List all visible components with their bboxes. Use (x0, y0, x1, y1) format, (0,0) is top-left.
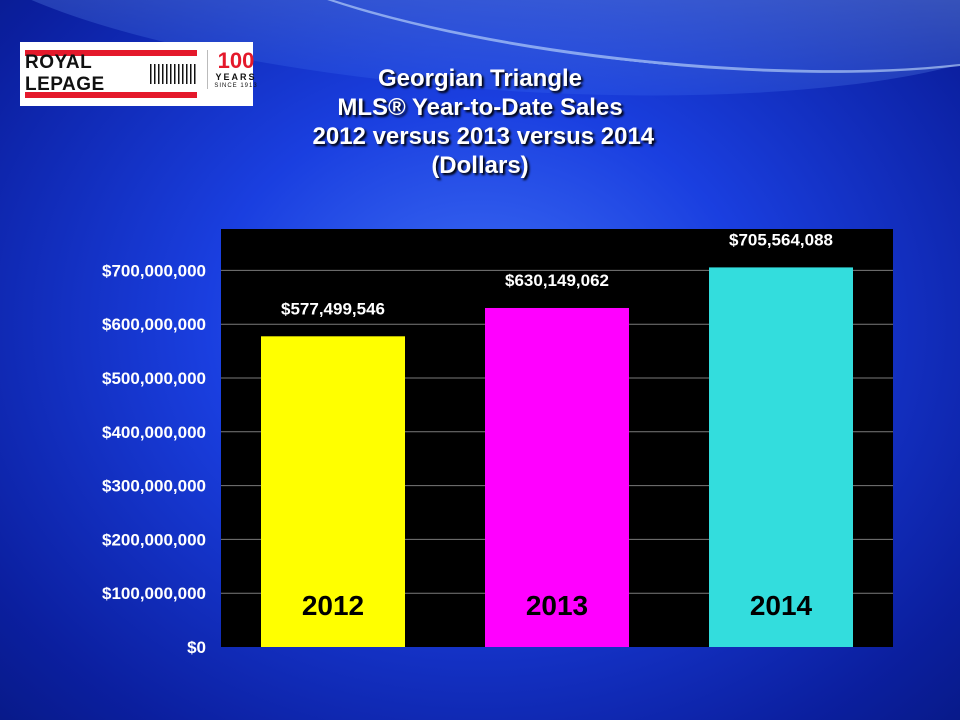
logo-wordmark: ROYAL LEPAGE (25, 50, 197, 98)
title-line-2: MLS® Year-to-Date Sales (337, 94, 623, 121)
title-line-4: (Dollars) (431, 152, 529, 179)
y-tick-label: $600,000,000 (102, 315, 206, 334)
anniversary-since: SINCE 1913 (214, 83, 258, 89)
logo-stripe-bottom (25, 92, 197, 98)
title-line-1: Georgian Triangle (377, 65, 583, 92)
royal-lepage-logo: ROYAL LEPAGE 100 YEARS SINCE 1913 (20, 42, 257, 106)
title-line-3: 2012 versus 2013 versus 2014 (305, 123, 655, 150)
chart-title: Georgian Triangle MLS® Year-to-Date Sale… (200, 64, 760, 180)
bar-2013 (485, 307, 629, 647)
data-label: $577,499,546 (281, 299, 385, 318)
y-tick-label: $500,000,000 (102, 369, 206, 388)
logo-brand-row: ROYAL LEPAGE (25, 52, 197, 95)
y-tick-label: $200,000,000 (102, 530, 206, 549)
y-tick-label: $0 (187, 638, 206, 657)
y-tick-label: $300,000,000 (102, 477, 206, 496)
data-label: $705,564,088 (729, 230, 833, 249)
category-label: 2013 (526, 590, 588, 621)
logo-stripe-top (25, 50, 197, 56)
category-label: 2012 (302, 590, 364, 621)
y-tick-label: $100,000,000 (102, 584, 206, 603)
y-tick-label: $400,000,000 (102, 423, 206, 442)
category-label: 2014 (750, 590, 813, 621)
y-tick-label: $700,000,000 (102, 261, 206, 280)
data-label: $630,149,062 (505, 271, 609, 290)
anniversary-number: 100 (217, 48, 255, 73)
bar-2012 (261, 336, 405, 647)
logo-brand-text: ROYAL LEPAGE (25, 52, 105, 95)
anniversary-word: YEARS (215, 72, 257, 82)
bar-2014 (709, 267, 853, 647)
anniversary-badge: 100 YEARS SINCE 1913 (207, 50, 258, 89)
logo-barcode-icon (150, 64, 197, 84)
